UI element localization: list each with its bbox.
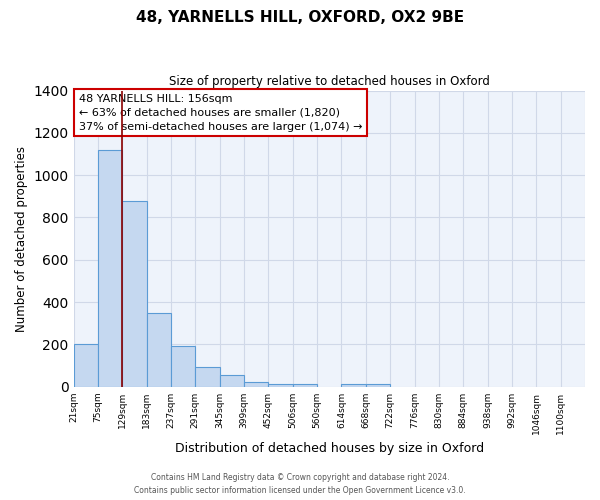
Y-axis label: Number of detached properties: Number of detached properties <box>15 146 28 332</box>
Text: 48 YARNELLS HILL: 156sqm
← 63% of detached houses are smaller (1,820)
37% of sem: 48 YARNELLS HILL: 156sqm ← 63% of detach… <box>79 94 362 132</box>
Bar <box>220 375 244 386</box>
Title: Size of property relative to detached houses in Oxford: Size of property relative to detached ho… <box>169 75 490 88</box>
Bar <box>122 200 146 386</box>
Bar <box>268 384 293 386</box>
Text: Contains HM Land Registry data © Crown copyright and database right 2024.
Contai: Contains HM Land Registry data © Crown c… <box>134 474 466 495</box>
Bar <box>74 344 98 387</box>
X-axis label: Distribution of detached houses by size in Oxford: Distribution of detached houses by size … <box>175 442 484 455</box>
Bar <box>366 384 390 386</box>
Bar <box>171 346 196 387</box>
Text: 48, YARNELLS HILL, OXFORD, OX2 9BE: 48, YARNELLS HILL, OXFORD, OX2 9BE <box>136 10 464 25</box>
Bar <box>196 366 220 386</box>
Bar <box>146 312 171 386</box>
Bar <box>98 150 122 386</box>
Bar <box>293 384 317 386</box>
Bar <box>244 382 268 386</box>
Bar <box>341 384 366 386</box>
